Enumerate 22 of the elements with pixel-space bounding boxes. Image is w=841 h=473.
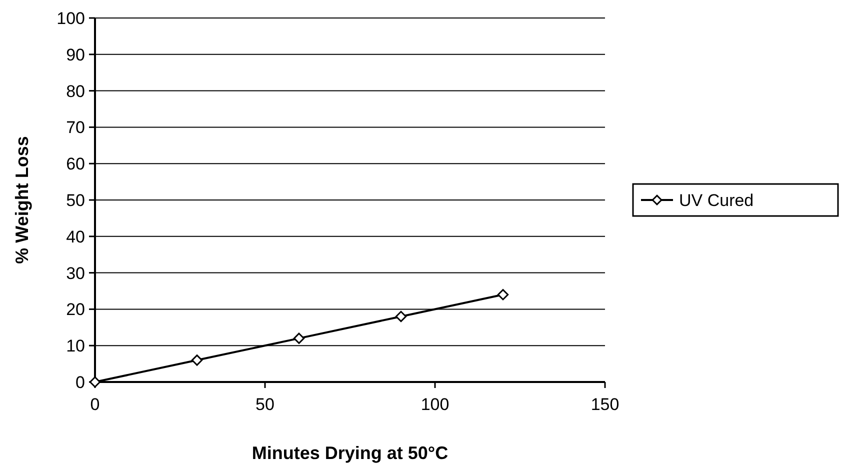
y-tick-label: 60 [66,154,85,174]
x-tick-label: 50 [256,395,274,414]
y-tick-label: 20 [66,300,85,320]
x-tick-label: 100 [420,395,450,414]
y-tick-label: 70 [66,118,85,138]
y-tick-label: 10 [66,336,85,356]
point [191,354,203,366]
y-tick-label: 40 [66,227,85,246]
y-tick-label: 100 [56,8,85,28]
y-tick-label: 50 [66,190,85,210]
y-tick-label: 90 [66,45,85,64]
x-axis-title: Minutes Drying at 50°C [252,443,448,463]
y-tick-label: 30 [66,264,85,283]
point [497,289,509,300]
y-tick-label: 80 [66,82,85,101]
y-tick-label: 0 [76,372,85,392]
y-axis-title: % Weight Loss [12,136,32,264]
point [395,310,407,322]
x-tick-label: 150 [590,395,620,414]
x-tick-label: 0 [90,395,100,414]
legend-label: UV Cured [679,190,754,210]
point [293,332,305,344]
